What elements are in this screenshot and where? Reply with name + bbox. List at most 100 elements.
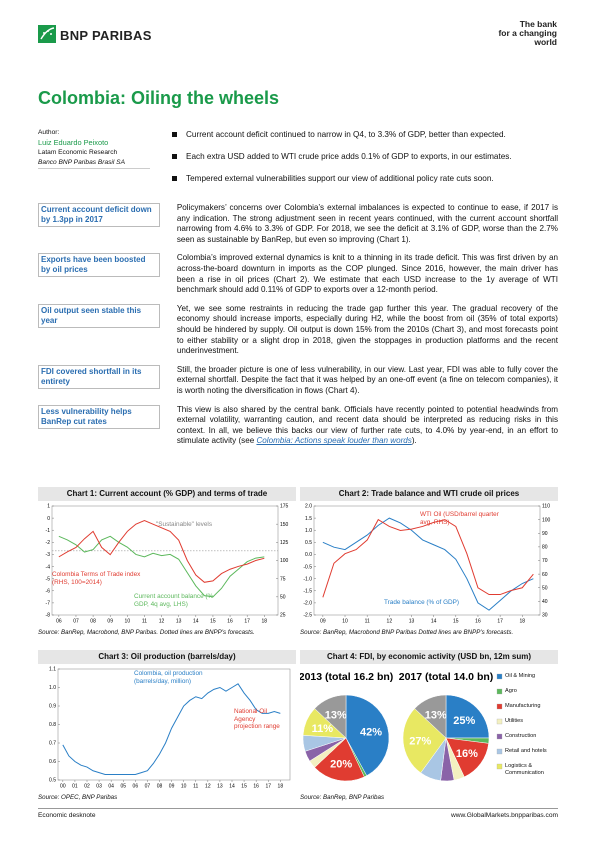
y-tick-label: 0 xyxy=(47,516,50,522)
series-label: Trade balance (% of GDP) xyxy=(384,599,460,606)
x-tick-label: 08 xyxy=(157,784,163,790)
section: FDI covered shortfall in its entirety Sti… xyxy=(38,364,558,397)
x-tick-label: 10 xyxy=(342,619,348,625)
x-tick-label: 10 xyxy=(125,619,131,625)
x-tick-label: 04 xyxy=(108,784,114,790)
y2-tick-label: 25 xyxy=(280,613,286,619)
y-tick-label: 0.5 xyxy=(49,778,56,784)
x-tick-label: 17 xyxy=(265,784,271,790)
section: Oil output seen stable this year Yet, we … xyxy=(38,303,558,357)
chart-source: Source: OPEC, BNP Paribas xyxy=(38,794,118,801)
y2-tick-label: 60 xyxy=(542,572,548,578)
y-tick-label: 1.0 xyxy=(305,528,312,534)
x-tick-label: 13 xyxy=(409,619,415,625)
y-tick-label: -6 xyxy=(46,588,51,594)
sidebar: Oil output seen stable this year xyxy=(38,303,160,328)
x-tick-label: 05 xyxy=(120,784,126,790)
tagline: The bank for a changing world xyxy=(498,20,557,47)
author-name: Luiz Eduardo Peixoto xyxy=(38,138,109,147)
y2-tick-label: 175 xyxy=(280,504,289,510)
series-label: Colombia, oil production (barrels/day, m… xyxy=(134,670,203,685)
x-tick-label: 14 xyxy=(193,619,199,625)
sidebar: FDI covered shortfall in its entirety xyxy=(38,364,160,389)
paragraph-text: This view is also shared by the central … xyxy=(176,404,558,446)
x-tick-label: 13 xyxy=(217,784,223,790)
chart-3: Chart 3: Oil production (barrels/day) 1.… xyxy=(38,650,296,801)
y-tick-label: -0.5 xyxy=(303,564,312,570)
y-tick-label: 0.8 xyxy=(49,722,56,728)
y-tick-label: -7 xyxy=(46,601,51,607)
paragraph: Still, the broader picture is one of les… xyxy=(176,364,558,395)
sidebar: Less vulnerability helps BanRep cut rate… xyxy=(38,404,160,429)
plot: 2013 (total 16.2 bn) 42% 20% 11% 13% 2017 (to… xyxy=(299,664,558,792)
tagline-line: for a changing xyxy=(498,28,557,38)
legend-label: Oil & Mining xyxy=(505,673,536,679)
author-box: Author: Luiz Eduardo Peixoto Latam Econo… xyxy=(38,128,150,169)
pie-slice xyxy=(345,694,390,777)
section: Less vulnerability helps BanRep cut rate… xyxy=(38,404,558,447)
x-tick-label: 09 xyxy=(169,784,175,790)
reference-label: "Sustainable" levels xyxy=(156,521,213,528)
link[interactable]: Colombia: Actions speak louder than word… xyxy=(256,436,412,446)
y2-tick-label: 50 xyxy=(280,595,286,601)
y-tick-label: -1 xyxy=(46,528,51,534)
sections: Current account deficit down by 1.3pp in… xyxy=(38,203,558,455)
y-tick-label: 0.5 xyxy=(305,540,312,546)
y-tick-label: 0.7 xyxy=(49,741,56,747)
y2-tick-label: 40 xyxy=(542,599,548,605)
y-tick-label: -2.5 xyxy=(303,613,312,619)
legend-swatch xyxy=(496,703,503,710)
x-tick-label: 07 xyxy=(73,619,79,625)
chart-title: Chart 2: Trade balance and WTI crude oil… xyxy=(300,487,558,501)
y-tick-label: -2 xyxy=(46,540,51,546)
y2-tick-label: 100 xyxy=(542,517,551,523)
bullets: Current account deficit continued to nar… xyxy=(172,130,562,196)
x-tick-label: 15 xyxy=(453,619,459,625)
x-tick-label: 08 xyxy=(90,619,96,625)
slice-label: 20% xyxy=(330,758,352,770)
chart-svg: 2.0 1.5 1.0 0.5 0.0 -0.5 -1.0 -1.5 -2.0 -2.5 110 10… xyxy=(303,504,551,625)
legend-label: Utilities xyxy=(505,718,524,724)
chart-source: Source: BanRep, BNP Paribas xyxy=(300,794,385,801)
author-label: Author: xyxy=(38,129,60,136)
series-line xyxy=(58,535,265,598)
plot: 2.0 1.5 1.0 0.5 0.0 -0.5 -1.0 -1.5 -2.0 -2.5 110 10… xyxy=(300,501,558,627)
y-tick-label: 1.1 xyxy=(49,667,56,673)
legend-swatch xyxy=(496,748,503,755)
series-label: Current account balance (% GDP, 4q avg, … xyxy=(134,593,214,608)
x-tick-label: 06 xyxy=(133,784,139,790)
author-org: Banco BNP Paribas Brasil SA xyxy=(38,159,125,166)
y2-tick-label: 125 xyxy=(280,540,289,546)
y-tick-label: 1 xyxy=(47,504,50,510)
chart-2: Chart 2: Trade balance and WTI crude oil… xyxy=(300,487,558,636)
plot: 1 0 -1 -2 -3 -4 -5 -6 -7 -8 175 150 125 100 75 50 25 06 07… xyxy=(38,501,296,627)
series-line xyxy=(62,683,281,775)
logo xyxy=(38,25,56,43)
x-tick-label: 18 xyxy=(262,619,268,625)
slice-label: 11% xyxy=(312,723,334,735)
chart-4: Chart 4: FDI, by economic activity (USD … xyxy=(299,650,558,801)
y-tick-label: -4 xyxy=(46,564,51,570)
legend-swatch xyxy=(496,733,503,740)
author-dept: Latam Economic Research xyxy=(38,149,118,156)
x-tick-label: 18 xyxy=(519,619,525,625)
y2-tick-label: 70 xyxy=(542,558,548,564)
legend-label: Retail and hotels xyxy=(505,748,547,754)
footer-left: Economic desknote xyxy=(38,812,96,819)
x-tick-label: 09 xyxy=(320,619,326,625)
x-tick-label: 14 xyxy=(431,619,437,625)
paragraph: Policymakers’ concerns over Colombia’s e… xyxy=(176,203,558,244)
pie-title: 2013 (total 16.2 bn) xyxy=(300,671,393,683)
annotation: National Oil Agency projection range xyxy=(234,708,280,730)
sidebar: Exports have been boosted by oil prices xyxy=(38,253,160,278)
legend-label: Logistics & Communication xyxy=(505,763,544,776)
slice-label: 25% xyxy=(453,715,475,727)
x-tick-label: 16 xyxy=(227,619,233,625)
title: Colombia: Oiling the wheels xyxy=(38,88,280,108)
chart-svg: 1.1 1.0 0.9 0.8 0.7 0.6 0.5 00 01 02 03 04 05 06 07 08 0… xyxy=(49,667,291,790)
y2-tick-label: 100 xyxy=(280,558,289,564)
y2-tick-label: 50 xyxy=(542,585,548,591)
chart-1: Chart 1: Current account (% GDP) and ter… xyxy=(38,487,296,636)
y-tick-label: 0.0 xyxy=(305,552,312,558)
